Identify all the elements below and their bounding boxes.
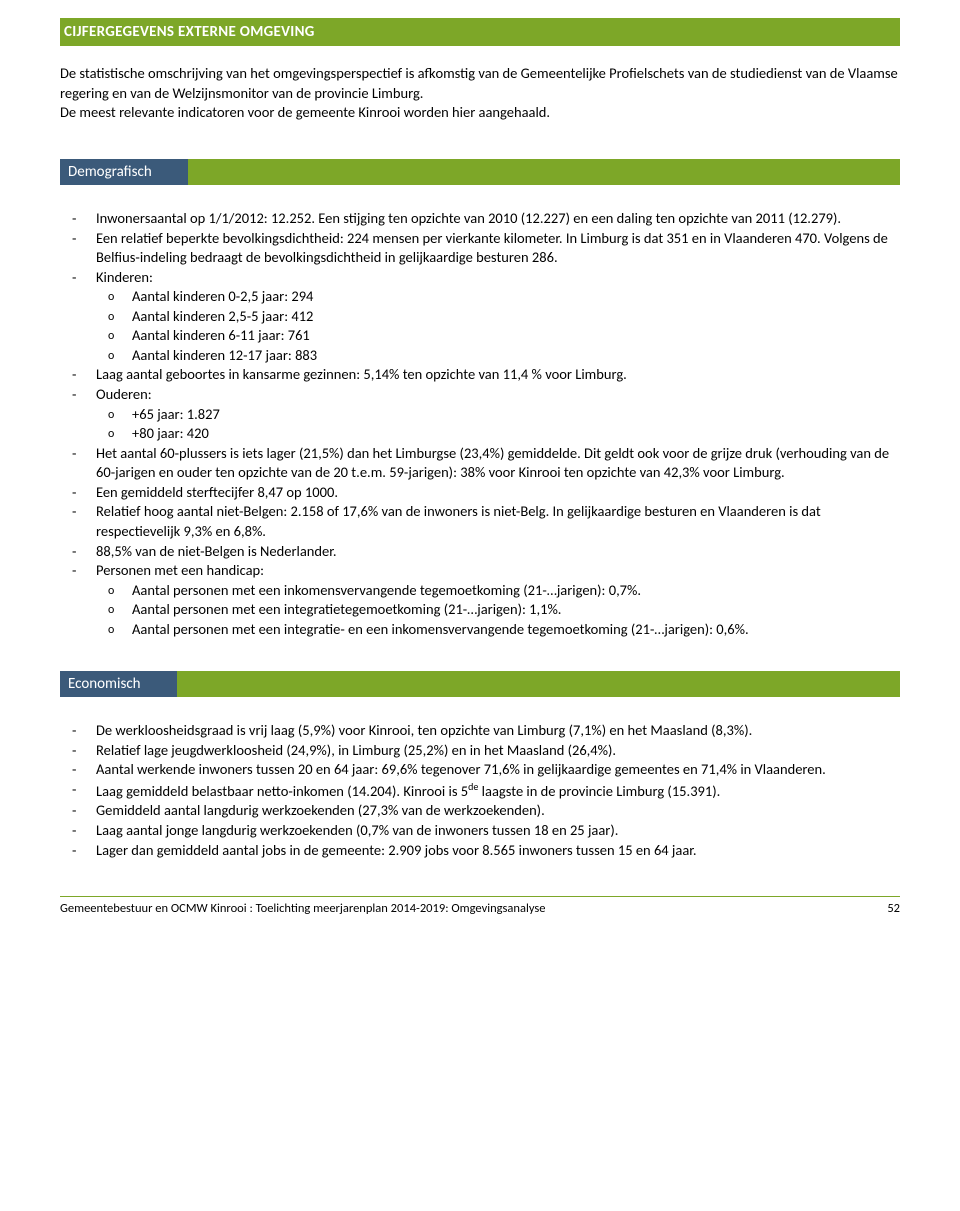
list-item-text: Personen met een handicap: bbox=[96, 561, 264, 579]
list-item: Personen met een handicap: Aantal person… bbox=[96, 561, 900, 639]
list-item-text: Een relatief beperkte bevolkingsdichthei… bbox=[96, 229, 888, 267]
page-footer: Gemeentebestuur en OCMW Kinrooi : Toelic… bbox=[60, 896, 900, 918]
sublist-item: Aantal personen met een integratietegemo… bbox=[132, 600, 900, 620]
list-item-text: Laag aantal jonge langdurig werkzoekende… bbox=[96, 821, 618, 839]
list-item: 88,5% van de niet-Belgen is Nederlander. bbox=[96, 542, 900, 562]
page-title: CIJFERGEGEVENS EXTERNE OMGEVING bbox=[64, 23, 315, 41]
section-bar-demografisch: Demografisch bbox=[60, 159, 900, 185]
kinderen-sublist: Aantal kinderen 0-2,5 jaar: 294 Aantal k… bbox=[96, 287, 900, 365]
economisch-list: De werkloosheidsgraad is vrij laag (5,9%… bbox=[60, 721, 900, 860]
footer-text: Gemeentebestuur en OCMW Kinrooi : Toelic… bbox=[60, 901, 545, 918]
list-item-text: Ouderen: bbox=[96, 385, 152, 403]
list-item: Kinderen: Aantal kinderen 0-2,5 jaar: 29… bbox=[96, 268, 900, 366]
section-bar-economisch: Economisch bbox=[60, 671, 900, 697]
footer-page-number: 52 bbox=[887, 901, 900, 918]
list-item-text: Het aantal 60-plussers is iets lager (21… bbox=[96, 444, 889, 482]
sublist-item: Aantal personen met een integratie- en e… bbox=[132, 620, 900, 640]
sublist-item-text: Aantal personen met een integratietegemo… bbox=[132, 600, 561, 618]
list-item-text: Een gemiddeld sterftecijfer 8,47 op 1000… bbox=[96, 483, 338, 501]
list-item-text: 88,5% van de niet-Belgen is Nederlander. bbox=[96, 542, 337, 560]
list-item: Laag aantal jonge langdurig werkzoekende… bbox=[96, 821, 900, 841]
sublist-item-text: Aantal kinderen 12-17 jaar: 883 bbox=[132, 346, 317, 364]
handicap-sublist: Aantal personen met een inkomensvervange… bbox=[96, 581, 900, 640]
list-item: Ouderen: +65 jaar: 1.827 +80 jaar: 420 bbox=[96, 385, 900, 444]
list-item-text: Laag gemiddeld belastbaar netto-inkomen … bbox=[96, 782, 720, 800]
list-item-text: Gemiddeld aantal langdurig werkzoekenden… bbox=[96, 801, 545, 819]
section-label-economisch: Economisch bbox=[60, 671, 177, 697]
list-item: Laag aantal geboortes in kansarme gezinn… bbox=[96, 365, 900, 385]
sublist-item: +65 jaar: 1.827 bbox=[132, 405, 900, 425]
list-item: Relatief hoog aantal niet-Belgen: 2.158 … bbox=[96, 502, 900, 541]
sublist-item-text: Aantal kinderen 0-2,5 jaar: 294 bbox=[132, 287, 313, 305]
list-item: Een relatief beperkte bevolkingsdichthei… bbox=[96, 229, 900, 268]
sublist-item: Aantal kinderen 6-11 jaar: 761 bbox=[132, 326, 900, 346]
sublist-item-text: Aantal personen met een integratie- en e… bbox=[132, 620, 749, 638]
list-item-text: Inwonersaantal op 1/1/2012: 12.252. Een … bbox=[96, 209, 841, 227]
page-title-bar: CIJFERGEGEVENS EXTERNE OMGEVING bbox=[60, 18, 900, 46]
list-item: Gemiddeld aantal langdurig werkzoekenden… bbox=[96, 801, 900, 821]
list-item-text: Kinderen: bbox=[96, 268, 153, 286]
list-item-text: Relatief lage jeugdwerkloosheid (24,9%),… bbox=[96, 741, 616, 759]
list-item: Laag gemiddeld belastbaar netto-inkomen … bbox=[96, 780, 900, 801]
sublist-item: Aantal kinderen 2,5-5 jaar: 412 bbox=[132, 307, 900, 327]
sublist-item: Aantal kinderen 0-2,5 jaar: 294 bbox=[132, 287, 900, 307]
list-item: Een gemiddeld sterftecijfer 8,47 op 1000… bbox=[96, 483, 900, 503]
sublist-item-text: +65 jaar: 1.827 bbox=[132, 405, 220, 423]
list-item-text: Relatief hoog aantal niet-Belgen: 2.158 … bbox=[96, 502, 821, 540]
sublist-item-text: +80 jaar: 420 bbox=[132, 424, 209, 442]
sublist-item-text: Aantal kinderen 2,5-5 jaar: 412 bbox=[132, 307, 313, 325]
sublist-item: +80 jaar: 420 bbox=[132, 424, 900, 444]
list-item-text: Laag aantal geboortes in kansarme gezinn… bbox=[96, 365, 627, 383]
demografisch-list: Inwonersaantal op 1/1/2012: 12.252. Een … bbox=[60, 209, 900, 639]
list-item: Het aantal 60-plussers is iets lager (21… bbox=[96, 444, 900, 483]
list-item-text: Aantal werkende inwoners tussen 20 en 64… bbox=[96, 760, 826, 778]
list-item-text: Lager dan gemiddeld aantal jobs in de ge… bbox=[96, 841, 697, 859]
list-item: De werkloosheidsgraad is vrij laag (5,9%… bbox=[96, 721, 900, 741]
ouderen-sublist: +65 jaar: 1.827 +80 jaar: 420 bbox=[96, 405, 900, 444]
list-item: Relatief lage jeugdwerkloosheid (24,9%),… bbox=[96, 741, 900, 761]
section-bar-bg bbox=[60, 671, 900, 697]
sublist-item-text: Aantal personen met een inkomensvervange… bbox=[132, 581, 641, 599]
list-item: Lager dan gemiddeld aantal jobs in de ge… bbox=[96, 841, 900, 861]
section-label-demografisch: Demografisch bbox=[60, 159, 188, 185]
sublist-item-text: Aantal kinderen 6-11 jaar: 761 bbox=[132, 326, 310, 344]
sublist-item: Aantal personen met een inkomensvervange… bbox=[132, 581, 900, 601]
page: CIJFERGEGEVENS EXTERNE OMGEVING De stati… bbox=[0, 18, 960, 918]
list-item: Inwonersaantal op 1/1/2012: 12.252. Een … bbox=[96, 209, 900, 229]
list-item: Aantal werkende inwoners tussen 20 en 64… bbox=[96, 760, 900, 780]
list-item-text: De werkloosheidsgraad is vrij laag (5,9%… bbox=[96, 721, 752, 739]
sublist-item: Aantal kinderen 12-17 jaar: 883 bbox=[132, 346, 900, 366]
intro-paragraph: De statistische omschrijving van het omg… bbox=[60, 64, 900, 123]
